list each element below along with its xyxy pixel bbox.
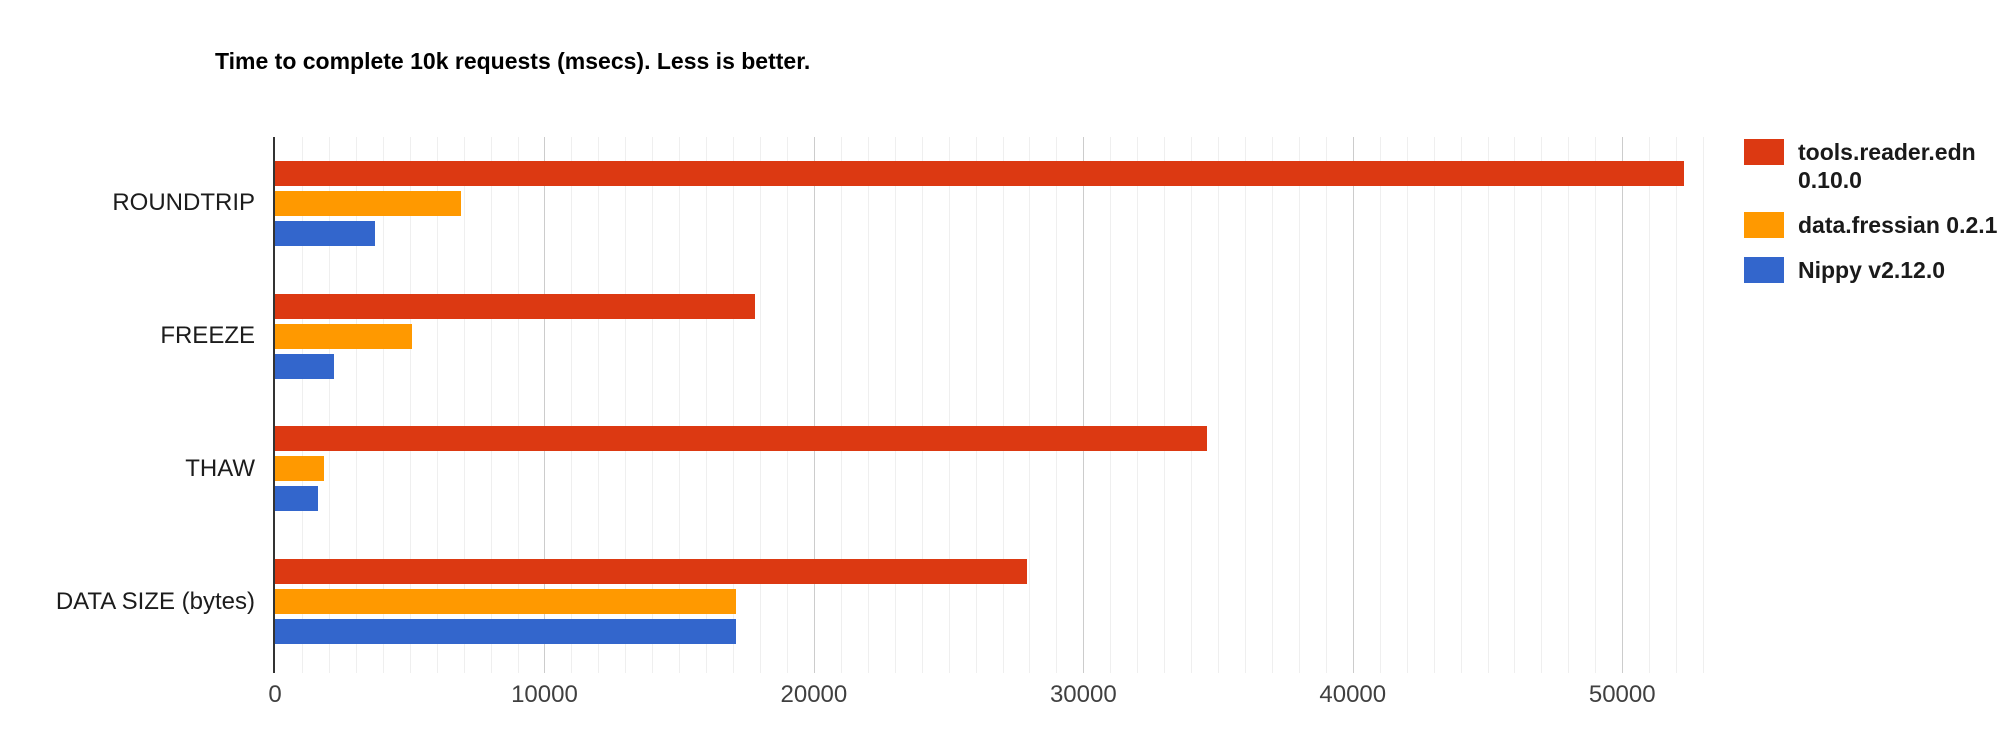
- minor-gridline: [1514, 137, 1516, 673]
- minor-gridline: [1406, 137, 1408, 673]
- bar: [275, 220, 375, 246]
- minor-gridline: [436, 137, 438, 673]
- minor-gridline: [1676, 137, 1678, 673]
- major-gridline: [1352, 137, 1354, 673]
- legend-label: tools.reader.edn 0.10.0: [1798, 139, 1976, 193]
- x-tick-label: 10000: [511, 681, 578, 708]
- x-tick-label: 30000: [1049, 681, 1117, 708]
- bar: [275, 353, 335, 379]
- minor-gridline: [463, 137, 465, 673]
- minor-gridline: [1191, 137, 1193, 673]
- minor-gridline: [1568, 137, 1570, 673]
- minor-gridline: [921, 137, 923, 673]
- category-label: DATA SIZE (bytes): [55, 587, 255, 615]
- minor-gridline: [1433, 137, 1435, 673]
- minor-gridline: [409, 137, 411, 673]
- minor-gridline: [328, 137, 330, 673]
- bar-group: [275, 293, 1730, 379]
- minor-gridline: [625, 137, 627, 673]
- minor-gridline: [517, 137, 519, 673]
- minor-gridline: [1487, 137, 1489, 673]
- legend-item: data.fressian 0.2.1: [1744, 211, 2007, 239]
- chart-title: Time to complete 10k requests (msecs). L…: [215, 48, 811, 74]
- minor-gridline: [867, 137, 869, 673]
- minor-gridline: [652, 137, 654, 673]
- major-gridline: [1622, 137, 1624, 673]
- x-tick-label: 20000: [780, 681, 848, 708]
- minor-gridline: [1595, 137, 1597, 673]
- major-gridline: [544, 137, 546, 673]
- bar: [275, 160, 1685, 186]
- minor-gridline: [1164, 137, 1166, 673]
- minor-gridline: [1029, 137, 1031, 673]
- legend-swatch: [1744, 139, 1784, 165]
- plot-area: [273, 137, 1730, 673]
- minor-gridline: [301, 137, 303, 673]
- bar-group: [275, 559, 1730, 645]
- minor-gridline: [1137, 137, 1139, 673]
- category-label: THAW: [185, 454, 255, 482]
- minor-gridline: [679, 137, 681, 673]
- y-axis-line: [273, 137, 275, 673]
- minor-gridline: [1298, 137, 1300, 673]
- minor-gridline: [840, 137, 842, 673]
- major-gridline: [813, 137, 815, 673]
- bar: [275, 190, 461, 216]
- minor-gridline: [1056, 137, 1058, 673]
- bar: [275, 486, 319, 512]
- bar: [275, 559, 1027, 585]
- major-gridline: [1083, 137, 1085, 673]
- bar: [275, 589, 736, 615]
- category-label: FREEZE: [160, 322, 255, 350]
- minor-gridline: [490, 137, 492, 673]
- x-tick-label: 40000: [1319, 681, 1387, 708]
- minor-gridline: [598, 137, 600, 673]
- minor-gridline: [382, 137, 384, 673]
- legend: tools.reader.edn 0.10.0 data.fressian 0.2…: [1744, 138, 2007, 301]
- minor-gridline: [1271, 137, 1273, 673]
- minor-gridline: [1379, 137, 1381, 673]
- minor-gridline: [706, 137, 708, 673]
- minor-gridline: [760, 137, 761, 673]
- bar-group: [275, 160, 1730, 246]
- bar: [275, 323, 413, 349]
- x-tick-label: 0: [268, 681, 282, 708]
- minor-gridline: [1218, 137, 1220, 673]
- minor-gridline: [975, 137, 977, 673]
- bar: [275, 456, 324, 482]
- minor-gridline: [1245, 137, 1246, 673]
- legend-swatch: [1744, 212, 1784, 238]
- minor-gridline: [1649, 137, 1651, 673]
- minor-gridline: [786, 137, 788, 673]
- bar-group: [275, 426, 1730, 512]
- legend-item: tools.reader.edn 0.10.0: [1744, 138, 2007, 194]
- x-tick-label: 50000: [1588, 681, 1656, 708]
- minor-gridline: [571, 137, 573, 673]
- minor-gridline: [948, 137, 950, 673]
- legend-item: Nippy v2.12.0: [1744, 256, 2007, 284]
- minor-gridline: [355, 137, 357, 673]
- minor-gridline: [1325, 137, 1327, 673]
- minor-gridline: [1460, 137, 1462, 673]
- minor-gridline: [894, 137, 896, 673]
- minor-gridline: [1703, 137, 1705, 673]
- bar: [275, 293, 755, 319]
- category-label: ROUNDTRIP: [112, 189, 255, 217]
- minor-gridline: [1541, 137, 1543, 673]
- minor-gridline: [733, 137, 735, 673]
- minor-gridline: [1110, 137, 1112, 673]
- legend-swatch: [1744, 257, 1784, 283]
- legend-label: Nippy v2.12.0: [1798, 257, 1946, 283]
- minor-gridline: [1002, 137, 1004, 673]
- legend-label: data.fressian 0.2.1: [1798, 212, 1998, 238]
- bar: [275, 426, 1208, 452]
- bar: [275, 619, 736, 645]
